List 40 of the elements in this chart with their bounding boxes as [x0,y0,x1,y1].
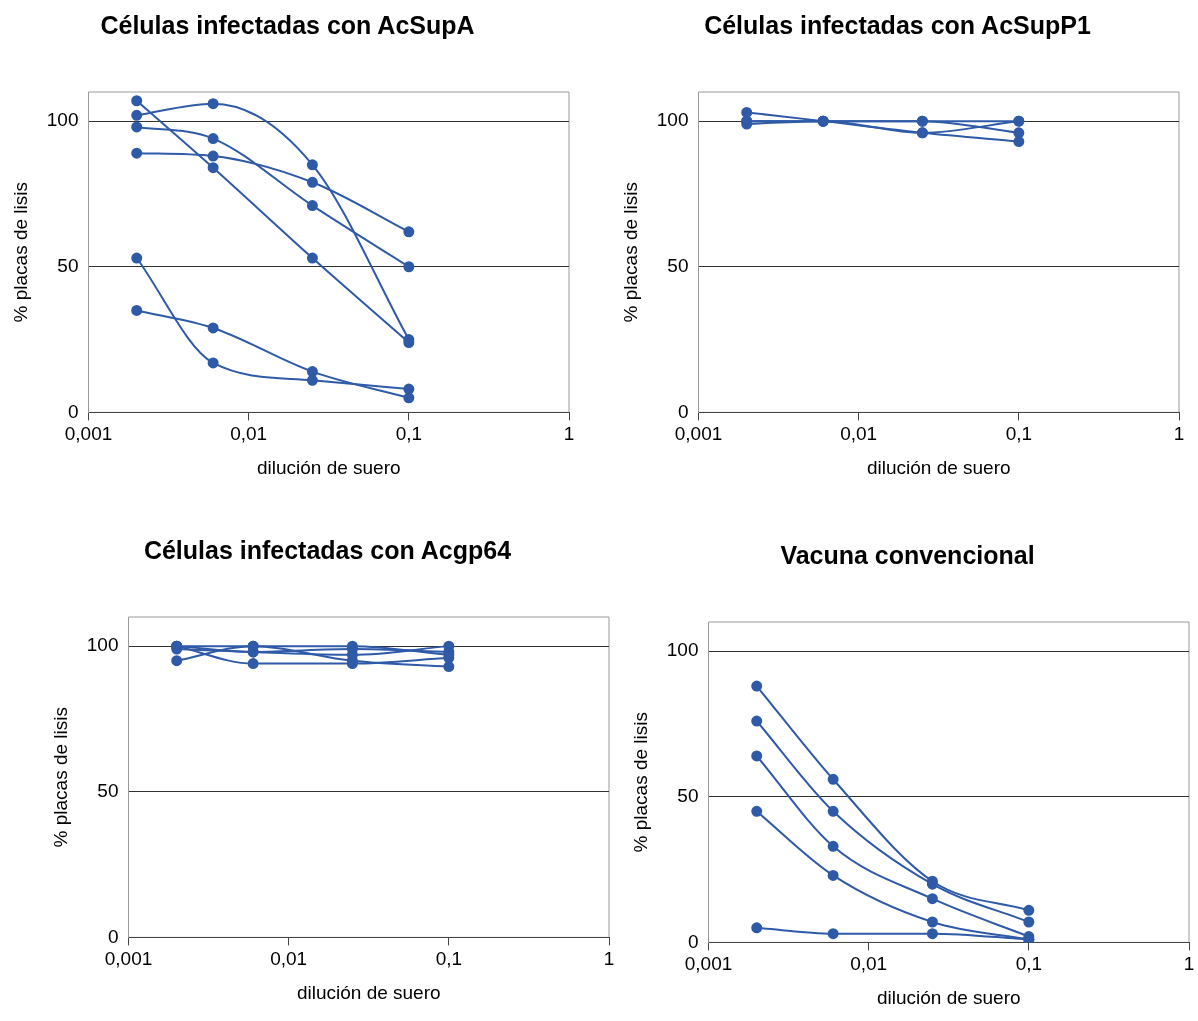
chart-title: Vacuna convencional [780,540,1035,569]
x-axis-title: dilución de suero [866,456,1011,478]
y-axis-title: % placas de lisis [629,711,651,853]
x-axis-title: dilución de suero [876,986,1021,1008]
y-axis-title: % placas de lisis [619,181,641,323]
y-tick-label: 50 [677,785,699,806]
chart-title: Células infectadas con AcSupP1 [704,10,1091,39]
y-tick-label: 0 [107,925,119,947]
x-tick-label: 1 [563,423,575,445]
x-tick-label: 0,001 [64,423,113,445]
y-axis-title: % placas de lisis [9,181,31,323]
x-tick-label: 0,001 [684,953,733,975]
x-axis-title: dilución de suero [256,456,401,478]
y-tick-label: 100 [666,639,699,661]
x-tick-label: 0,01 [230,423,268,445]
x-tick-label: 0,1 [1015,953,1043,975]
x-tick-label: 0,1 [435,948,463,970]
x-tick-label: 1 [1183,953,1195,975]
x-tick-label: 1 [603,948,615,970]
y-tick-label: 100 [86,634,119,656]
y-tick-label: 0 [67,400,79,422]
x-axis-title: dilución de suero [296,981,441,1003]
x-tick-label: 0,001 [104,948,153,970]
y-tick-label: 50 [667,255,689,276]
x-tick-label: 0,1 [1005,423,1033,445]
chart-title: Células infectadas con AcSupA [100,10,475,39]
y-tick-label: 0 [687,930,699,952]
y-tick-label: 100 [656,109,689,131]
x-tick-label: 0,1 [395,423,423,445]
y-axis-title: % placas de lisis [49,706,71,848]
x-tick-label: 0,01 [850,953,888,975]
y-tick-label: 0 [677,400,689,422]
x-tick-label: 0,01 [270,948,308,970]
y-tick-label: 50 [57,255,79,276]
x-tick-label: 0,01 [840,423,878,445]
chart-title: Células infectadas con Acgp64 [143,535,512,564]
x-tick-label: 1 [1173,423,1185,445]
x-tick-label: 0,001 [674,423,723,445]
y-tick-label: 50 [97,780,119,801]
y-tick-label: 100 [46,109,79,131]
